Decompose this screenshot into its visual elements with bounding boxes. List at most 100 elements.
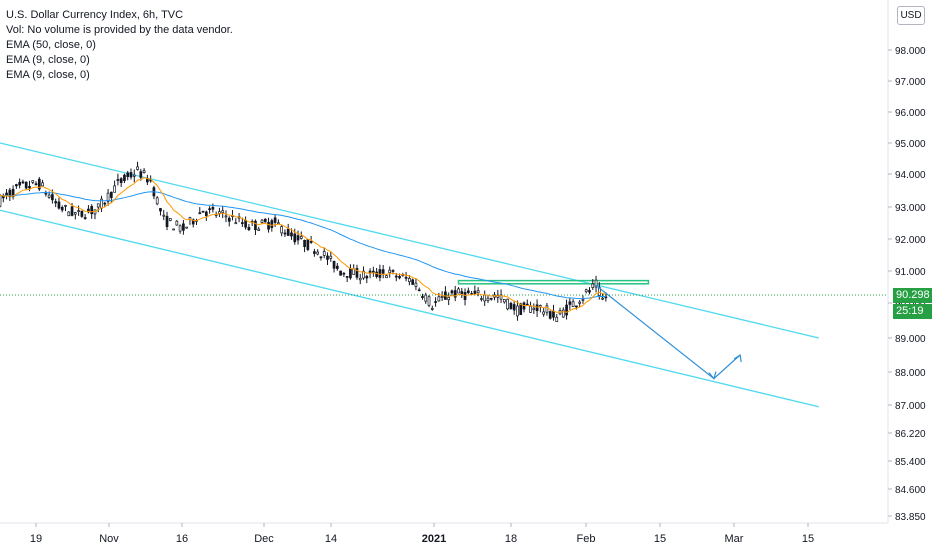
candle-body [64, 205, 67, 207]
candle-body [332, 260, 336, 269]
candle-body [241, 222, 244, 224]
candle-body [11, 188, 15, 198]
x-tick-label: Dec [254, 533, 274, 545]
candle-body [159, 208, 162, 212]
candle-body [591, 283, 595, 288]
candle-body [247, 227, 251, 231]
candle-body [489, 297, 493, 300]
candle-body [221, 210, 225, 213]
candle-body [575, 305, 578, 308]
candle-body [227, 217, 231, 222]
candle-body [480, 298, 483, 300]
candle-body [506, 298, 509, 310]
candle-body [119, 178, 123, 183]
candle-body [499, 294, 503, 300]
candle-body [37, 178, 41, 190]
candle-body [139, 171, 143, 178]
candle-body [299, 236, 303, 239]
candle-body [126, 172, 130, 177]
candle-body [260, 219, 264, 223]
candle-body [552, 310, 555, 318]
channel-lower-line [0, 209, 819, 408]
candle-body [198, 212, 202, 215]
candle-body [106, 192, 110, 202]
candle-body [394, 275, 398, 278]
candle-body [313, 251, 316, 254]
candle-body [329, 255, 333, 259]
candle-body [24, 181, 28, 189]
candle-body [267, 222, 270, 230]
channel-upper-line [0, 142, 819, 339]
x-tick-label: Feb [577, 533, 596, 545]
candle-body [378, 269, 382, 278]
x-tick-label: 19 [30, 533, 42, 545]
currency-button[interactable]: USD [897, 6, 925, 25]
candle-body [96, 203, 100, 208]
ema-9-label-second: EMA (9, close, 0) [6, 69, 90, 81]
candle-body [263, 218, 267, 223]
candle-body [349, 268, 352, 279]
candle-body [345, 276, 349, 278]
y-tick-label: 98.000 [895, 46, 926, 57]
candle-body [47, 194, 51, 198]
x-tick-label: 14 [325, 533, 337, 545]
candle-body [54, 201, 58, 204]
candle-body [290, 232, 293, 237]
candle-body [476, 290, 480, 294]
x-tick-label: Nov [99, 533, 119, 545]
y-tick-label: 84.600 [895, 485, 926, 496]
ema-9-line [0, 177, 607, 313]
y-tick-label: 83.850 [895, 512, 926, 523]
candle-body [234, 222, 238, 225]
candle-body [391, 270, 395, 272]
candle-body [450, 290, 454, 294]
candle-body [178, 225, 182, 232]
candle-body [204, 211, 208, 216]
y-tick-label: 91.000 [895, 267, 926, 278]
candle-body [172, 228, 175, 231]
candle-body [270, 220, 274, 228]
candle-body [18, 181, 21, 186]
candle-body [385, 275, 388, 279]
candle-body [211, 207, 215, 210]
candle-body [277, 222, 280, 225]
candle-body [77, 210, 80, 212]
candle-body [244, 220, 247, 228]
x-tick-label: 15 [654, 533, 666, 545]
candle-body [411, 279, 414, 285]
candle-body [224, 215, 228, 218]
candle-body [584, 289, 588, 293]
candle-body [352, 268, 356, 275]
y-tick-label: 94.000 [895, 170, 926, 181]
candle-body [80, 210, 84, 217]
candle-body [463, 292, 467, 300]
candle-body [175, 220, 179, 226]
y-tick-label: 85.400 [895, 457, 926, 468]
y-tick-label: 87.000 [895, 401, 926, 412]
candle-body [83, 217, 87, 219]
candle-body [542, 311, 546, 315]
candle-body [571, 301, 575, 307]
candle-body [15, 184, 18, 187]
candle-body [342, 272, 346, 275]
candle-body [73, 212, 77, 215]
candle-body [113, 185, 116, 193]
candle-body [182, 223, 185, 231]
candle-body [362, 270, 365, 279]
candle-body [414, 282, 418, 287]
candle-body [545, 305, 549, 313]
candle-body [503, 299, 506, 303]
candle-body [555, 316, 559, 322]
candle-body [257, 228, 261, 231]
last-price-tag: 90.298 [893, 288, 932, 303]
candle-body [123, 174, 126, 182]
candle-body [136, 166, 139, 170]
candle-body [191, 219, 195, 225]
candle-body [519, 303, 523, 316]
candle-body [296, 235, 300, 241]
candle-body [483, 294, 487, 302]
candle-body [208, 208, 211, 211]
x-tick-label: 16 [176, 533, 188, 545]
candle-body [561, 309, 565, 318]
candle-body [283, 232, 287, 235]
